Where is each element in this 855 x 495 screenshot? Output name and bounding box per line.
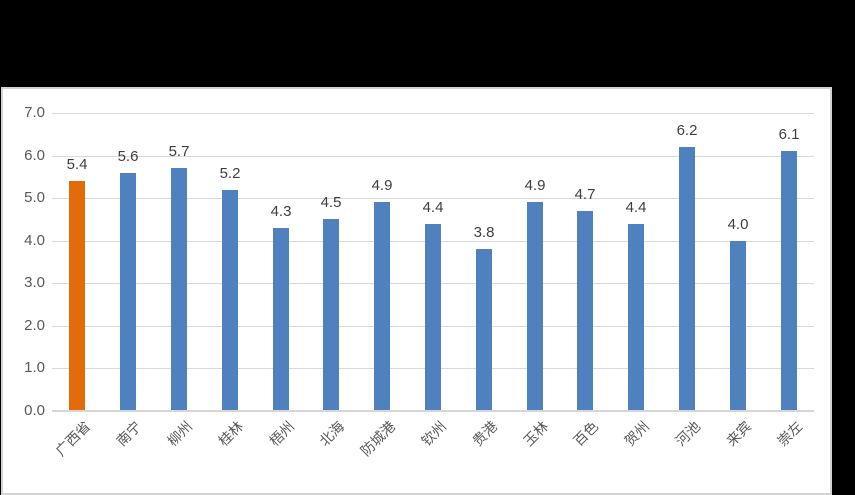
bar-value-label: 4.9 (524, 177, 546, 194)
plot-area: 0.0 1.0 2.0 3.0 4.0 5.0 6.0 7.0 5.4 广西省 5.6 南宁 5.7 柳州… (3, 89, 830, 493)
y-tick-label: 3.0 (24, 274, 45, 291)
bar-value-label: 4.3 (270, 203, 292, 220)
bar (577, 211, 593, 410)
bar (171, 168, 187, 410)
x-tick-label: 钦州 (418, 418, 450, 450)
x-tick-label: 北海 (316, 418, 348, 450)
bar-value-label: 4.4 (422, 199, 444, 216)
bar (527, 202, 543, 410)
bar (628, 224, 644, 410)
bar-value-label: 4.7 (574, 186, 596, 203)
gridline (52, 113, 814, 114)
bar-value-label: 5.4 (66, 156, 88, 173)
bar (679, 147, 695, 410)
x-tick-label: 玉林 (519, 418, 551, 450)
bar-value-label: 3.8 (473, 224, 495, 241)
bar (374, 202, 390, 410)
bar (323, 219, 339, 410)
bar-highlighted (69, 181, 85, 410)
bar-value-label: 5.6 (117, 148, 139, 165)
bar (781, 151, 797, 410)
x-tick-label: 崇左 (773, 418, 805, 450)
y-tick-label: 7.0 (24, 104, 45, 121)
y-tick-label: 4.0 (24, 232, 45, 249)
x-axis-line (52, 410, 814, 412)
bar (222, 190, 238, 410)
bar-value-label: 6.2 (676, 122, 698, 139)
bar-value-label: 4.0 (727, 216, 749, 233)
y-tick-label: 5.0 (24, 189, 45, 206)
gridline (52, 198, 814, 199)
x-tick-label: 河池 (672, 418, 704, 450)
x-tick-label: 梧州 (265, 418, 297, 450)
x-tick-label: 贺州 (621, 418, 653, 450)
y-tick-label: 2.0 (24, 317, 45, 334)
bar-value-label: 5.2 (219, 165, 241, 182)
x-tick-label: 防城港 (357, 418, 399, 460)
y-tick-label: 1.0 (24, 359, 45, 376)
bar (730, 241, 746, 410)
x-tick-label: 百色 (570, 418, 602, 450)
bar-value-label: 4.9 (371, 177, 393, 194)
bar-value-label: 5.7 (168, 143, 190, 160)
bar (120, 173, 136, 410)
y-tick-label: 0.0 (24, 402, 45, 419)
x-tick-label: 来宾 (723, 418, 755, 450)
bar-value-label: 4.4 (625, 199, 647, 216)
bar (476, 249, 492, 410)
bar (425, 224, 441, 410)
bar-value-label: 6.1 (778, 126, 800, 143)
y-tick-label: 6.0 (24, 147, 45, 164)
gridline (52, 156, 814, 157)
x-tick-label: 广西省 (52, 418, 94, 460)
chart-panel: 0.0 1.0 2.0 3.0 4.0 5.0 6.0 7.0 5.4 广西省 5.6 南宁 5.7 柳州… (1, 87, 832, 495)
x-tick-label: 桂林 (215, 418, 247, 450)
bar (273, 228, 289, 410)
bar-value-label: 4.5 (320, 194, 342, 211)
x-tick-label: 柳州 (164, 418, 196, 450)
x-tick-label: 南宁 (113, 418, 145, 450)
x-tick-label: 贵港 (469, 418, 501, 450)
